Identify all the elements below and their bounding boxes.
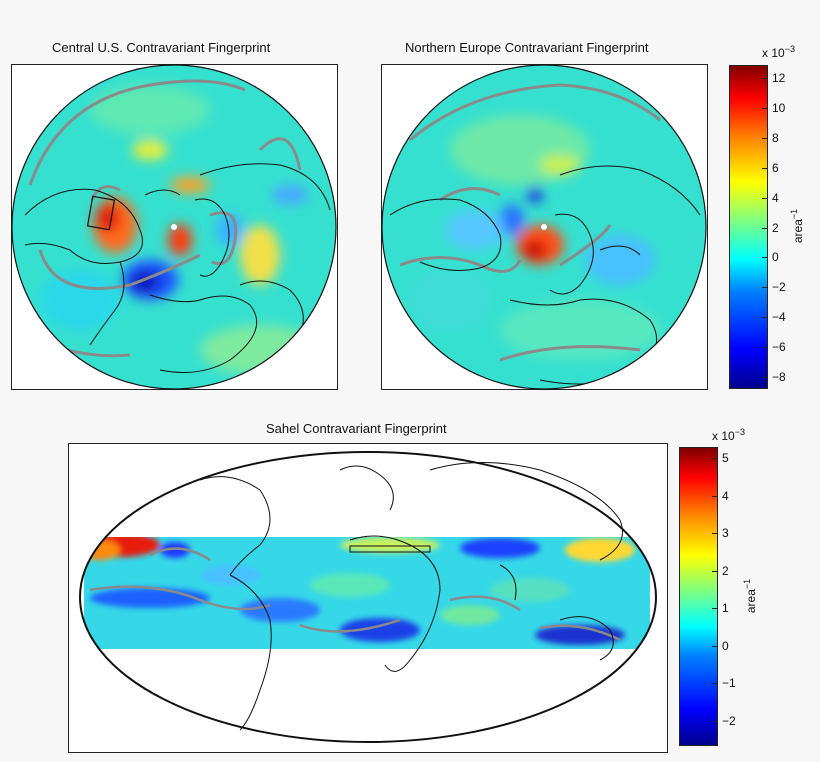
colorbar-bottom-tick-label: 3	[722, 526, 729, 540]
colorbar-top-tick-label: 0	[772, 250, 779, 265]
colorbar-top-tick-mark	[762, 287, 767, 289]
colorbar-top-tick-label: −6	[772, 340, 786, 355]
colorbar-top-tick-mark	[762, 137, 767, 139]
colorbar-top-tick-mark	[762, 257, 767, 259]
colorbar-bottom-tick-mark	[712, 608, 717, 609]
colorbar-bottom-unit: area−1	[742, 578, 759, 614]
colorbar-bottom-tick-label: 4	[722, 488, 729, 503]
colorbar-top-tick-label: 2	[772, 220, 779, 235]
central-us-title: Central U.S. Contravariant Fingerprint	[52, 40, 271, 55]
colorbar-top-unit: area−1	[789, 208, 806, 244]
colorbar-bottom-tick-label: −1	[722, 676, 736, 690]
colorbar-top-tick-label: −8	[772, 370, 786, 384]
colorbar-top-tick-mark	[762, 107, 767, 109]
colorbar-bottom-tick-label: −2	[722, 713, 736, 728]
colorbar-bottom-gradient	[680, 448, 717, 745]
colorbar-top-tick-mark	[762, 347, 767, 349]
sahel-title: Sahel Contravariant Fingerprint	[266, 421, 447, 436]
colorbar-top-tick-mark	[762, 78, 767, 79]
colorbar-bottom-tick-label: 2	[722, 563, 729, 578]
sahel-map	[79, 451, 657, 743]
colorbar-top-tick-label: −2	[772, 280, 786, 295]
northern-europe-title: Northern Europe Contravariant Fingerprin…	[405, 40, 649, 55]
colorbar-top-tick-label: 8	[772, 130, 779, 145]
colorbar-bottom-tick-mark	[712, 720, 717, 722]
colorbar-bottom-tick-mark	[712, 495, 717, 497]
colorbar-top-tick-mark	[762, 227, 767, 229]
colorbar-bottom-tick-mark	[712, 645, 717, 647]
colorbar-top-tick-mark	[762, 197, 767, 199]
colorbar-top-exponent: x 10−3	[762, 44, 795, 60]
colorbar-top-tick-mark	[762, 317, 767, 319]
colorbar-top-gradient	[730, 66, 767, 388]
colorbar-bottom-tick-mark	[712, 683, 717, 684]
colorbar-top-tick-label: 4	[772, 190, 779, 205]
colorbar-bottom-tick-label: 0	[722, 638, 729, 653]
colorbar-bottom-tick-mark	[712, 458, 717, 459]
colorbar-top-tick-label: 12	[772, 71, 786, 85]
colorbar-bottom-tick-label: 1	[722, 601, 729, 615]
colorbar-top-tick-mark	[762, 167, 767, 169]
colorbar-top-tick-mark	[762, 377, 767, 378]
colorbar-bottom-tick-label: 5	[722, 451, 729, 465]
colorbar-top-tick-label: −4	[772, 310, 786, 325]
colorbar-bottom-tick-mark	[712, 533, 717, 534]
colorbar-bottom-exponent: x 10−3	[712, 427, 745, 443]
colorbar-top-frame	[729, 65, 768, 389]
colorbar-top-tick-label: 6	[772, 160, 779, 175]
northern-europe-map	[382, 65, 706, 389]
colorbar-bottom-frame	[679, 447, 718, 746]
colorbar-top-tick-label: 10	[772, 100, 786, 115]
colorbar-bottom-tick-mark	[712, 570, 717, 572]
central-us-map	[12, 65, 336, 389]
